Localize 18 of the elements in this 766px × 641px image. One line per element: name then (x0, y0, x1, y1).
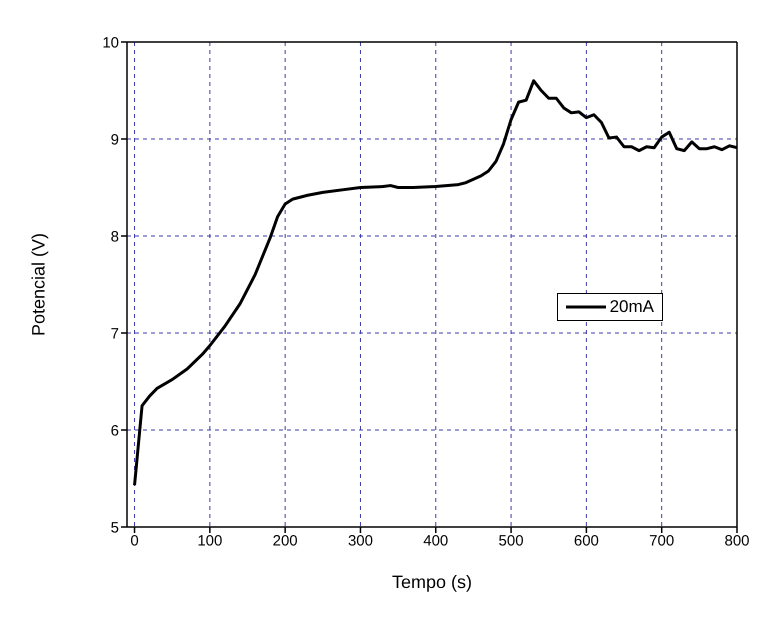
x-tick-label: 700 (649, 532, 674, 550)
x-tick-label: 800 (724, 532, 750, 550)
x-tick-label: 500 (498, 532, 524, 550)
y-tick-label: 8 (110, 228, 119, 246)
y-tick-label: 10 (102, 34, 119, 52)
x-tick-label: 200 (272, 532, 298, 550)
x-tick-label: 600 (574, 532, 599, 550)
y-tick-label: 5 (110, 519, 119, 536)
x-tick-label: 400 (423, 532, 448, 550)
legend-label: 20mA (610, 297, 654, 317)
y-tick-label: 9 (110, 131, 119, 148)
y-tick-label: 6 (110, 422, 119, 440)
y-axis-title: Potencial (V) (28, 232, 48, 336)
x-axis-title: Tempo (s) (392, 572, 472, 592)
y-tick-label: 7 (110, 325, 119, 342)
x-tick-label: 100 (197, 532, 222, 550)
x-tick-label: 300 (348, 532, 373, 550)
x-tick-label: 0 (130, 532, 139, 550)
